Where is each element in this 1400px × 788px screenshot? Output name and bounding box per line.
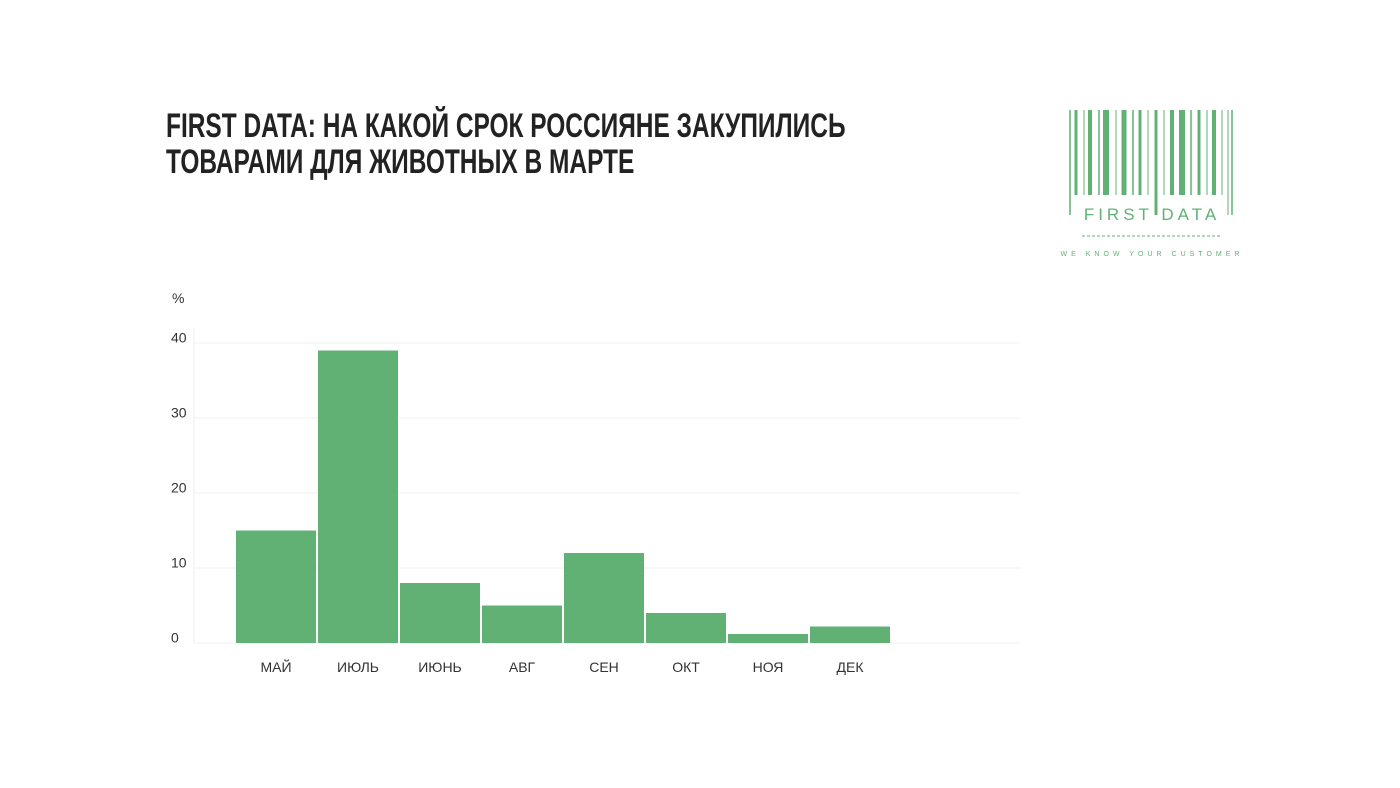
x-tick-label: НОЯ (753, 659, 784, 675)
bar (236, 530, 316, 643)
x-tick-label: СЕН (589, 659, 619, 675)
bar (564, 553, 644, 643)
x-tick-label: МАЙ (260, 658, 291, 675)
x-tick-label: АВГ (509, 659, 536, 675)
y-tick-label: 30 (171, 405, 187, 421)
y-tick-label: 0 (171, 630, 179, 646)
x-tick-label: ДЕК (837, 659, 865, 675)
y-tick-label: 40 (171, 330, 187, 346)
x-tick-label: ИЮЛЬ (337, 659, 379, 675)
x-tick-label: ИЮНЬ (418, 659, 462, 675)
bar (646, 613, 726, 643)
y-axis-label: % (172, 290, 184, 306)
bar (482, 605, 562, 643)
bar (810, 626, 890, 643)
logo-tagline: WE KNOW YOUR CUSTOMER (1061, 251, 1244, 258)
bar (728, 634, 808, 643)
bar (400, 583, 480, 643)
x-tick-label: ОКТ (672, 659, 700, 675)
logo (1069, 110, 1233, 237)
y-tick-label: 20 (171, 480, 187, 496)
y-tick-label: 10 (171, 555, 187, 571)
logo-name: FIRST DATA (1084, 205, 1220, 224)
title-group: FIRST DATA: НА КАКОЙ СРОК РОССИЯНЕ ЗАКУП… (166, 106, 846, 181)
chart-title: FIRST DATA: НА КАКОЙ СРОК РОССИЯНЕ ЗАКУП… (166, 106, 846, 145)
chart-title: ТОВАРАМИ ДЛЯ ЖИВОТНЫХ В МАРТЕ (166, 143, 634, 181)
bar (318, 350, 398, 643)
